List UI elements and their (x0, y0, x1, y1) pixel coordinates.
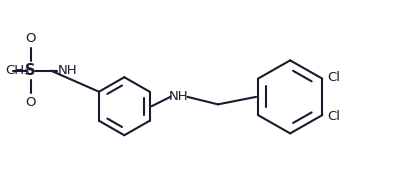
Text: NH: NH (58, 64, 77, 77)
Text: Cl: Cl (327, 110, 340, 123)
Text: Cl: Cl (327, 71, 340, 84)
Text: S: S (26, 63, 36, 78)
Text: O: O (26, 96, 36, 109)
Text: NH: NH (169, 90, 189, 103)
Text: CH₃: CH₃ (5, 64, 29, 77)
Text: O: O (26, 32, 36, 45)
